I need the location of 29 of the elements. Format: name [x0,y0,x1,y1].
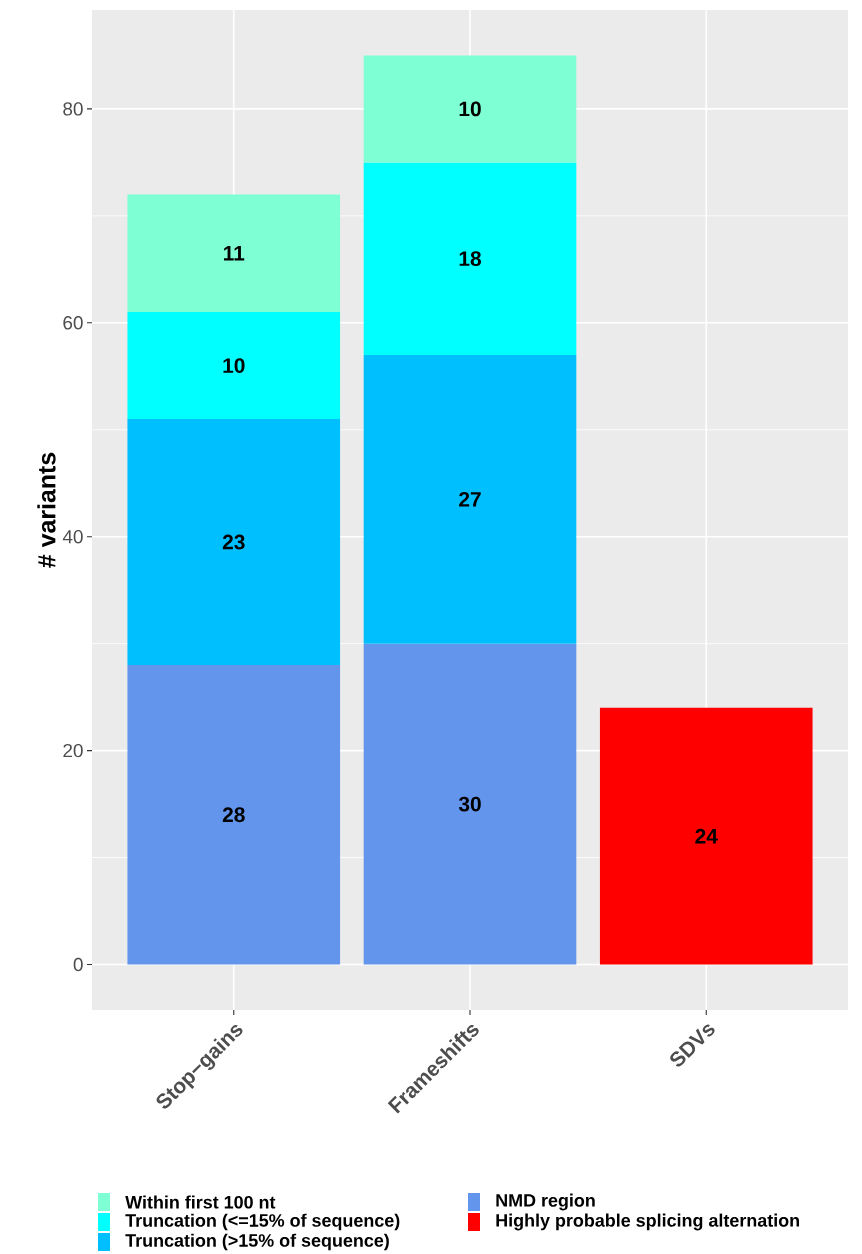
data-label: 28 [222,807,245,823]
legend-label: Highly probable splicing alternation [496,1213,799,1231]
data-label: 18 [459,251,481,267]
bar [363,643,577,965]
y-tick-label: 40 [62,530,83,544]
legend-label: Truncation (>15% of sequence) [125,1233,389,1251]
bar [127,194,341,313]
data-label: 24 [695,828,718,844]
data-label: 11 [224,246,245,261]
legend-label: Within first 100 nt [125,1195,276,1209]
data-label: 23 [222,534,245,550]
bar [127,419,341,666]
bar [363,354,577,644]
bar [127,665,341,965]
legend-label: Truncation (<=15% of sequence) [125,1213,400,1231]
legend-label: NMD region [496,1193,595,1211]
y-tick-label: 80 [63,102,83,116]
y-tick-label: 60 [63,316,83,330]
bar [127,312,341,420]
data-label: 27 [459,491,481,507]
bar [599,707,813,965]
y-tick-label: 20 [63,743,83,758]
bar [363,55,577,163]
y-tick-label: 0 [73,957,83,972]
data-label: 10 [223,358,245,373]
y-axis-title: # variants [37,452,56,568]
data-label: 10 [459,101,481,117]
data-label: 30 [458,796,481,812]
bar [363,162,577,355]
